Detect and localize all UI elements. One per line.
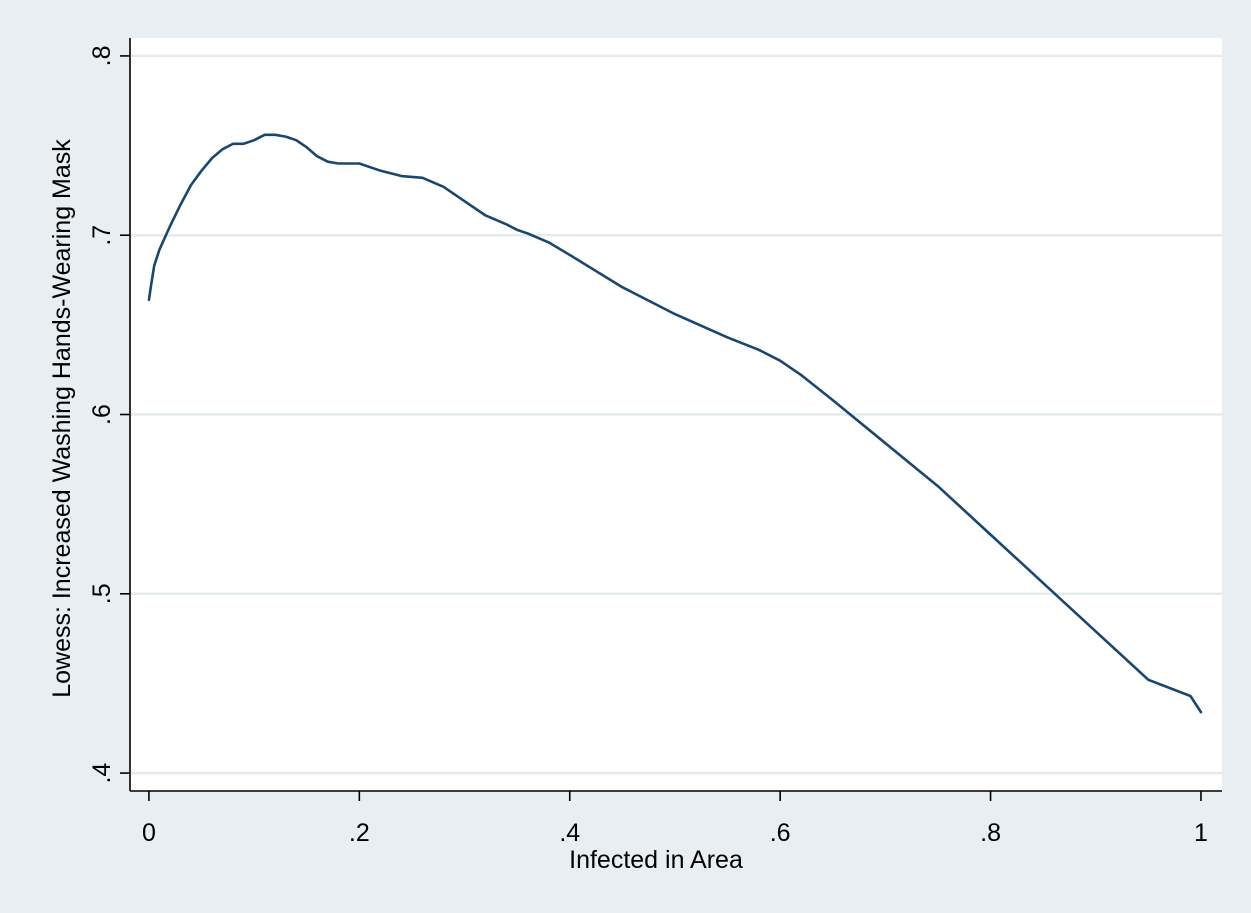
x-tick-label-3: .6 <box>770 819 791 847</box>
y-tick-label-0: .4 <box>88 763 116 784</box>
y-tick-label-2: .6 <box>88 404 116 425</box>
y-tick-label-3: .7 <box>88 225 116 246</box>
y-tick-label-1: .5 <box>88 583 116 604</box>
x-tick-label-5: 1 <box>1194 819 1208 847</box>
x-tick-label-4: .8 <box>980 819 1001 847</box>
lowess-line-0 <box>147 133 1203 714</box>
x-tick-label-0: 0 <box>142 819 156 847</box>
y-axis-title: Lowess: Increased Washing Hands-Wearing … <box>48 139 76 698</box>
tick-marks: 0 .2 .4 .6 .8 1 .4 .5 .6 .7 .8 <box>88 45 1208 847</box>
x-tick-label-1: .2 <box>349 819 370 847</box>
series-layer <box>147 133 1203 714</box>
x-axis-title: Infected in Area <box>569 846 743 874</box>
grid-lines <box>130 54 1222 775</box>
y-tick-label-4: .8 <box>88 45 116 66</box>
x-tick-label-2: .4 <box>559 819 580 847</box>
